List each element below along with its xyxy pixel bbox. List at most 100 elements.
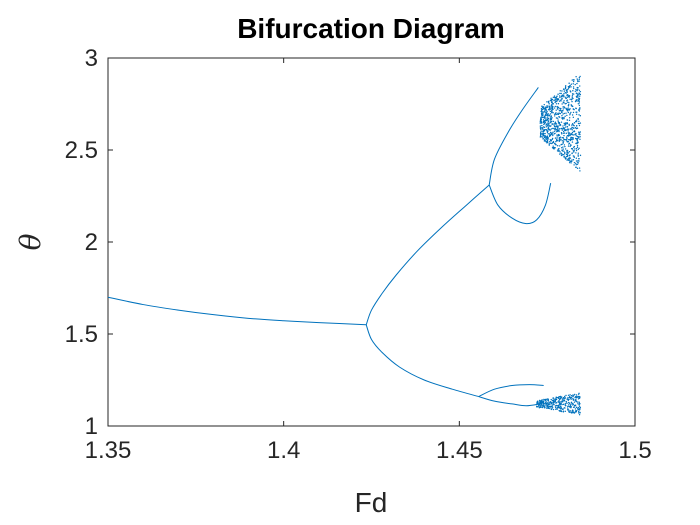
chaos-point [543,140,546,142]
chaos-point [567,401,570,404]
chaos-point [570,406,572,409]
chaos-point [569,113,571,115]
chaos-point [564,148,567,150]
chaos-point [568,406,571,408]
chaos-point [569,402,571,404]
chaos-point [568,410,570,413]
chaos-point [557,401,560,403]
chaos-point [561,403,563,406]
chaos-point [539,401,542,403]
chaos-point [558,95,561,97]
chaos-point [552,103,554,105]
chaos-point [578,401,580,404]
chaos-point [578,98,580,101]
chaos-point [579,75,581,78]
chaos-point [563,112,566,115]
chaos-point [554,127,557,129]
chaos-point [561,127,563,130]
chaos-point [570,162,572,164]
chaos-point [568,158,571,160]
chaos-point [564,103,566,105]
branch-period-2-upper [365,184,490,325]
chaos-point [575,152,577,154]
chaos-point [579,395,581,398]
chaos-point [563,132,566,134]
chaos-point [548,122,550,124]
chaos-point [552,127,554,130]
chaos-point [553,399,555,401]
chaos-point [579,122,582,124]
chaos-point [577,86,579,89]
chaos-point [576,406,578,408]
chaos-point [548,133,550,135]
chaos-point [562,153,565,156]
chaos-point [561,140,563,142]
chaos-point [563,106,565,108]
chaos-point [550,97,552,99]
chaos-point [544,115,547,117]
chaos-point [572,127,575,129]
chaos-point [561,117,564,119]
chaos-point [576,90,578,92]
chaos-point [564,397,567,399]
chaos-point [559,404,561,406]
chaos-point [553,107,556,109]
chaos-point [549,117,552,119]
chaos-point [572,404,574,406]
chaos-point [572,398,574,400]
chaos-point [557,119,559,121]
chaos-point [571,96,573,98]
chaos-point [556,98,558,101]
chaos-point [563,397,565,399]
chaos-point [578,78,580,81]
chaos-point [575,166,577,169]
branch-period-4-upper-a [488,87,539,186]
chaos-point [573,151,575,153]
chaos-point [559,99,562,101]
chaos-point [543,398,545,401]
chaos-point [555,140,557,143]
chaos-point [565,153,568,155]
chaos-point [541,406,544,409]
chaos-point [543,404,545,406]
chaos-point [567,131,569,133]
chaos-point [554,121,557,123]
chaos-point [579,107,581,109]
chaos-point [566,150,568,152]
chaos-point [568,86,571,88]
chaos-point [576,98,578,101]
chaos-point [544,117,547,119]
chaos-point [565,404,567,407]
chaos-point [550,142,552,145]
chaos-point [566,119,569,121]
chaos-point [567,399,569,402]
chaos-point [562,130,565,133]
chaos-point [566,402,568,405]
chaos-point [565,394,567,397]
chaos-point [547,133,549,135]
chaos-point [579,411,581,414]
chaos-point [565,97,567,100]
chaos-point [572,83,574,85]
chaos-point [562,110,564,112]
chaos-point [565,132,568,135]
chaos-point [573,125,575,127]
chaos-point [546,139,549,142]
chaos-point [536,406,538,408]
chaos-point [570,86,572,88]
chaos-point [578,93,580,95]
chaos-point [569,145,571,147]
chaos-point [569,395,571,398]
chaos-point [565,112,567,114]
chaos-point [541,116,544,119]
chaos-point [546,404,549,407]
chaos-point [570,396,573,399]
chaos-point [566,154,569,156]
chaos-point [569,90,571,92]
chaos-point [563,127,565,129]
chaos-point [568,132,570,134]
chaos-point [544,107,547,110]
chaos-point [578,114,580,116]
chaos-point [573,130,576,133]
chaos-point [559,410,561,412]
